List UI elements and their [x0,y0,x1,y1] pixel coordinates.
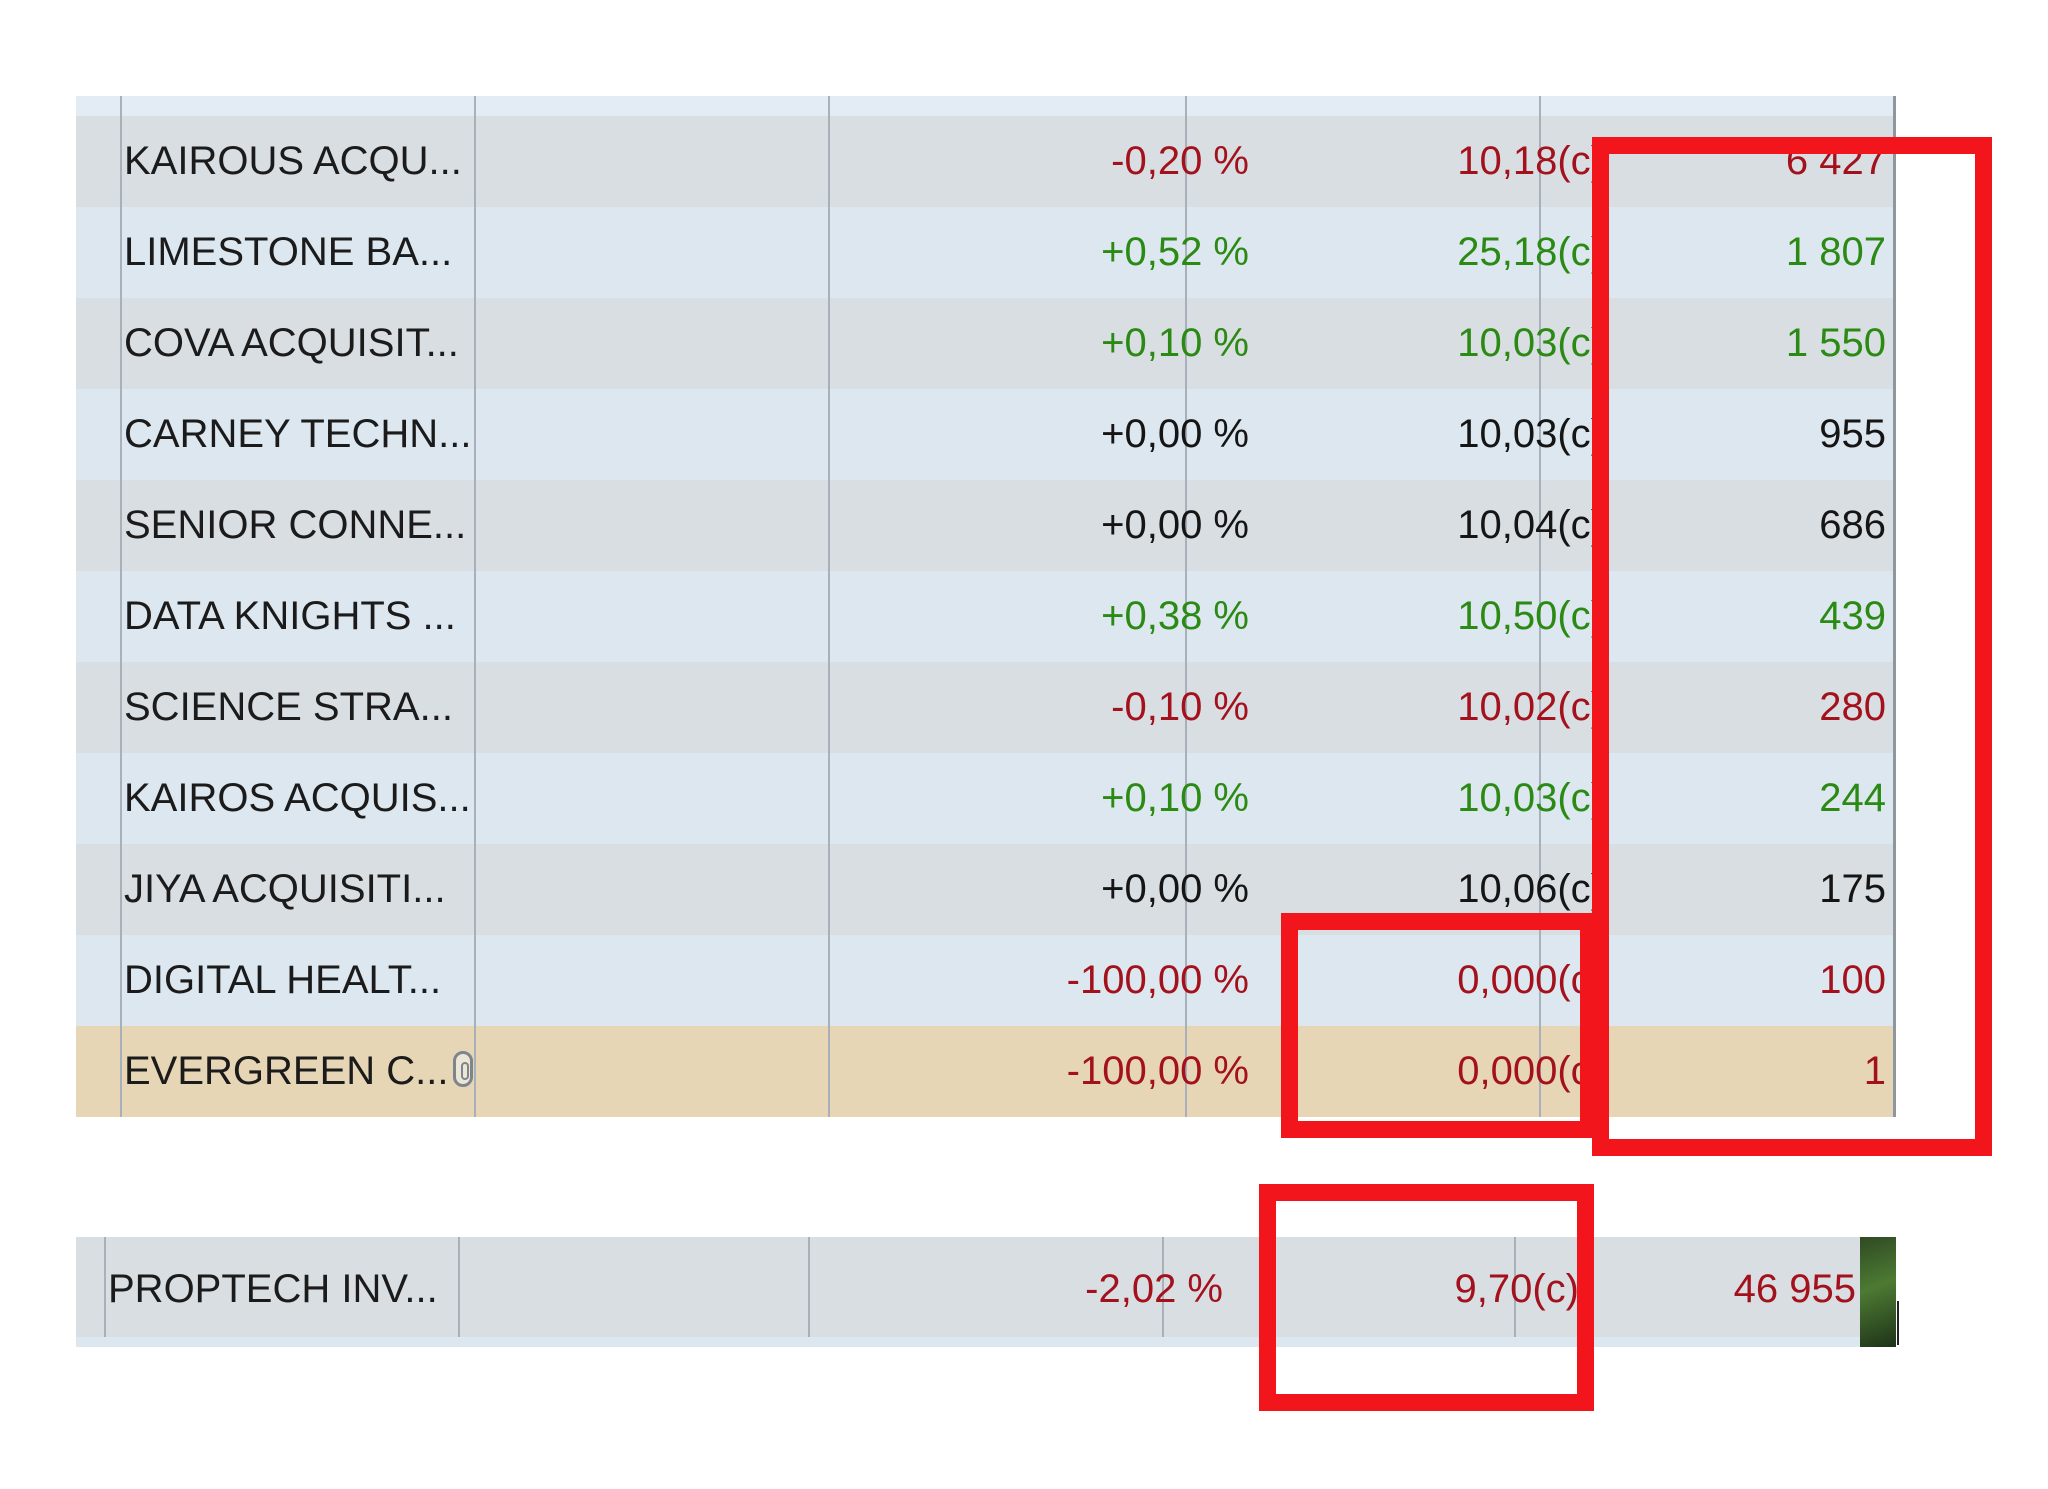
table-row[interactable]: LIMESTONE BA... +0,52 % 25,18(c) 1 807 [76,207,1896,298]
symbol-name: KAIROS ACQUIS... [124,776,471,820]
change-percent: +0,38 % [1101,594,1249,638]
last-price: 10,18(c) [1457,139,1604,183]
symbol-name: SENIOR CONNE... [124,503,467,547]
volume: 244 [1819,776,1886,820]
volume: 175 [1819,867,1886,911]
volume: 46 955 [1733,1267,1856,1311]
table-row-selected[interactable]: EVERGREEN C... -100,00 % 0,000(c) 1 [76,1026,1896,1117]
change-percent: -100,00 % [1066,958,1249,1002]
table-row[interactable]: SCIENCE STRA... -0,10 % 10,02(c) 280 [76,662,1896,753]
change-percent: +0,10 % [1101,776,1249,820]
symbol-name: EVERGREEN C... [124,1026,473,1117]
symbol-name: JIYA ACQUISITI... [124,867,446,911]
last-price: 25,18(c) [1457,230,1604,274]
last-price: 0,000(c) [1457,958,1604,1002]
last-price: 10,50(c) [1457,594,1604,638]
table-header-strip [76,96,1896,116]
row-divider [76,1337,1896,1347]
volume: 1 550 [1785,321,1886,365]
volume: 6 427 [1785,139,1886,183]
table-body: KAIROUS ACQU... -0,20 % 10,18(c) 6 427 LIMES… [76,116,1896,1117]
table-row[interactable]: CARNEY TECHN... +0,00 % 10,03(c) 955 [76,389,1896,480]
symbol-name: CARNEY TECHN... [124,412,472,456]
change-percent: -2,02 % [1085,1267,1223,1311]
last-price: 10,03(c) [1457,321,1604,365]
volume: 1 [1863,1049,1886,1093]
last-price: 10,06(c) [1457,867,1604,911]
last-price: 10,02(c) [1457,685,1604,729]
resize-handle[interactable] [1897,1301,1899,1345]
symbol-name: DATA KNIGHTS ... [124,594,456,638]
link-icon[interactable] [452,1051,473,1088]
last-price: 10,03(c) [1457,412,1604,456]
quotes-table: KAIROUS ACQU... -0,20 % 10,18(c) 6 427 LIMES… [76,96,1896,1117]
symbol-name: SCIENCE STRA... [124,685,453,729]
last-price: 9,70(c) [1454,1267,1580,1311]
image-thumbnail[interactable] [1860,1237,1896,1347]
volume: 280 [1819,685,1886,729]
volume: 439 [1819,594,1886,638]
table-row[interactable]: JIYA ACQUISITI... +0,00 % 10,06(c) 175 [76,844,1896,935]
table-row[interactable]: DATA KNIGHTS ... +0,38 % 10,50(c) 439 [76,571,1896,662]
symbol-name: LIMESTONE BA... [124,230,453,274]
table-row[interactable]: SENIOR CONNE... +0,00 % 10,04(c) 686 [76,480,1896,571]
last-price: 10,03(c) [1457,776,1604,820]
volume: 686 [1819,503,1886,547]
symbol-name: DIGITAL HEALT... [124,958,442,1002]
table-row[interactable]: PROPTECH INV... -2,02 % 9,70(c) 46 955 [76,1237,1899,1347]
symbol-name: COVA ACQUISIT... [124,321,459,365]
volume: 1 807 [1785,230,1886,274]
change-percent: -100,00 % [1066,1049,1249,1093]
volume: 955 [1819,412,1886,456]
volume: 100 [1819,958,1886,1002]
change-percent: +0,00 % [1101,867,1249,911]
table-row[interactable]: DIGITAL HEALT... -100,00 % 0,000(c) 100 [76,935,1896,1026]
change-percent: -0,10 % [1111,685,1249,729]
change-percent: +0,52 % [1101,230,1249,274]
symbol-name: PROPTECH INV... [108,1267,438,1311]
change-percent: +0,00 % [1101,412,1249,456]
change-percent: +0,00 % [1101,503,1249,547]
last-price: 10,04(c) [1457,503,1604,547]
change-percent: -0,20 % [1111,139,1249,183]
table-row[interactable]: KAIROS ACQUIS... +0,10 % 10,03(c) 244 [76,753,1896,844]
last-price: 0,000(c) [1457,1049,1604,1093]
symbol-name: KAIROUS ACQU... [124,139,462,183]
table-row[interactable]: KAIROUS ACQU... -0,20 % 10,18(c) 6 427 [76,116,1896,207]
table-row[interactable]: COVA ACQUISIT... +0,10 % 10,03(c) 1 550 [76,298,1896,389]
bottom-quotes-table: PROPTECH INV... -2,02 % 9,70(c) 46 955 [76,1237,1899,1347]
change-percent: +0,10 % [1101,321,1249,365]
